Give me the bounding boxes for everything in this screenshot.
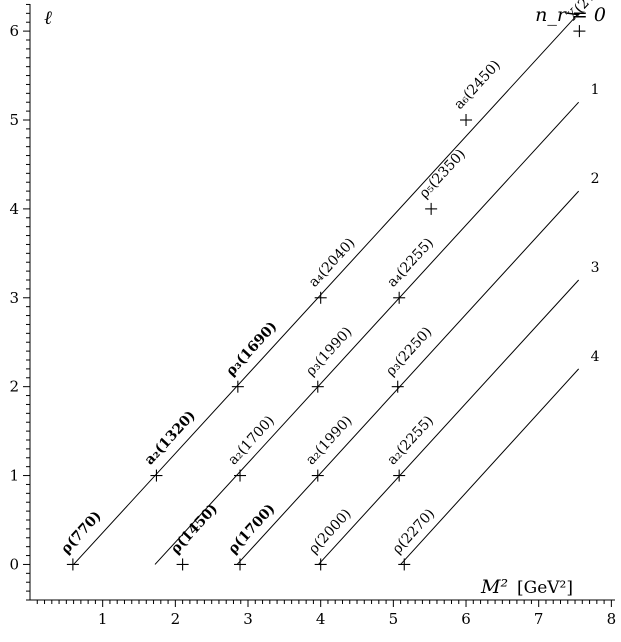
x-tick-label: 8 — [607, 610, 617, 628]
data-point-label: a₂(2255) — [384, 413, 437, 468]
y-tick-label: 0 — [9, 555, 19, 573]
y-tick-label: 4 — [9, 200, 19, 218]
trajectory-label: 1 — [591, 82, 600, 98]
trajectory-label: 3 — [591, 260, 600, 276]
trajectory-line — [236, 190, 580, 565]
y-tick-label: 5 — [9, 111, 19, 129]
x-tick-label: 4 — [316, 610, 326, 628]
data-point-label: ρ(1450) — [168, 501, 221, 557]
data-point-label: ρ(2000) — [306, 506, 355, 557]
data-point-label: a₂(1700) — [225, 413, 278, 468]
data-point-label: a₆(2450) — [451, 57, 504, 112]
x-tick-label: 3 — [243, 610, 253, 628]
trajectory-line — [400, 368, 580, 565]
y-tick-label: 2 — [9, 378, 19, 396]
trajectory-line — [154, 101, 580, 565]
x-tick-label: 1 — [98, 610, 108, 628]
trajectory-label: 4 — [591, 349, 600, 365]
axes — [29, 4, 615, 601]
trajectory-label: 2 — [591, 171, 600, 187]
data-points: ρ(770)a₂(1320)ρ₃(1690)a₄(2040)a₆(2450)X(… — [58, 0, 615, 571]
y-tick-label: 3 — [9, 289, 19, 307]
x-tick-label: 5 — [389, 610, 399, 628]
trajectories: n_r = 0 1 2 3 4 — [73, 4, 606, 565]
data-point-label: a₂(1990) — [303, 413, 356, 468]
y-tick-label: 6 — [9, 22, 19, 40]
tick-labels: 1 2 3 4 5 6 7 8 0 1 2 3 4 5 6 — [9, 22, 616, 628]
tick-marks — [23, 3, 612, 607]
y-tick-label: 1 — [9, 467, 19, 485]
x-axis-unit: [GeV²] — [517, 578, 573, 598]
x-tick-label: 2 — [171, 610, 181, 628]
trajectory-label: n_r = 0 — [535, 4, 606, 26]
trajectory-line — [73, 12, 580, 565]
x-tick-label: 7 — [534, 610, 544, 628]
data-point-label: ρ₃(1990) — [303, 324, 356, 379]
data-point-label: ρ(770) — [58, 508, 105, 557]
x-tick-label: 6 — [461, 610, 471, 628]
data-point-label: ρ₅(2350) — [416, 146, 469, 201]
data-point-label: a₄(2255) — [384, 235, 437, 290]
trajectory-line — [318, 279, 580, 565]
x-axis-label: M² — [480, 576, 508, 598]
y-axis-label: ℓ — [44, 7, 52, 29]
data-point-label: ρ₃(2250) — [383, 324, 436, 379]
